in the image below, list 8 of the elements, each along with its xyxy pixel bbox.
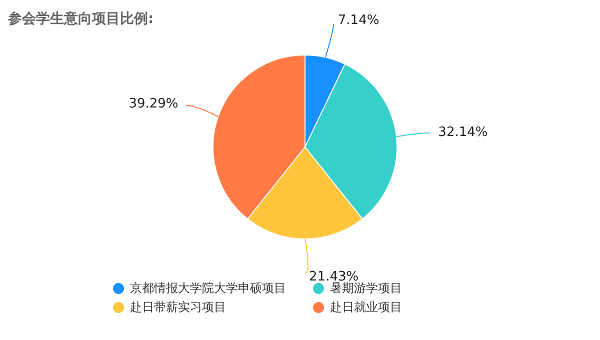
data-label: 39.29% bbox=[128, 96, 178, 112]
chart-title: 参会学生意向项目比例: bbox=[8, 10, 154, 28]
data-label: 32.14% bbox=[438, 124, 488, 140]
legend-label: 赴日带薪实习项目 bbox=[130, 299, 226, 316]
data-label: 7.14% bbox=[338, 12, 380, 28]
legend-label: 赴日就业项目 bbox=[330, 299, 402, 316]
legend-label: 暑期游学项目 bbox=[330, 281, 402, 297]
legend-label: 京都情报大学院大学申硕项目 bbox=[130, 280, 286, 297]
